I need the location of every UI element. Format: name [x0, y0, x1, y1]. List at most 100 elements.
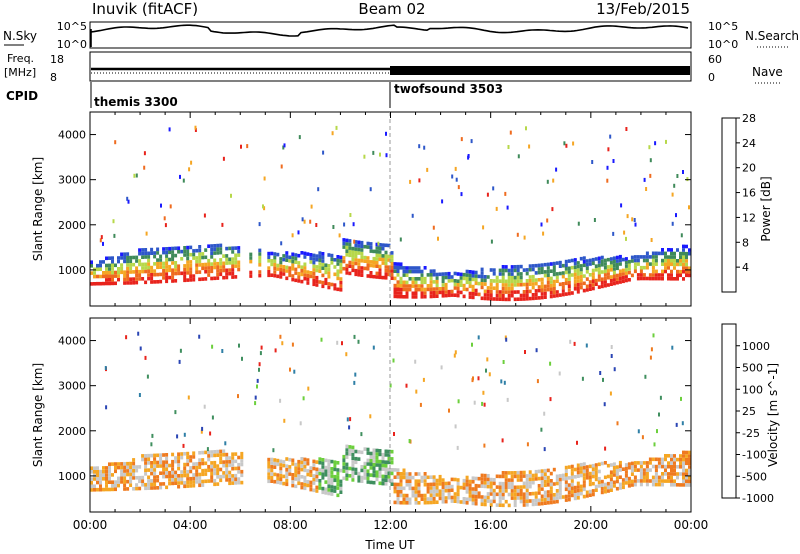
echo-cell [375, 459, 379, 464]
echo-cell [501, 485, 505, 490]
echo-cell [93, 466, 96, 470]
echo-cell [546, 179, 549, 184]
x-tick-label: 00:00 [73, 518, 108, 532]
echo-cell [402, 497, 406, 501]
echo-cell [117, 270, 120, 275]
echo-cell [162, 467, 166, 472]
echo-cell [339, 270, 343, 274]
echo-cell [502, 360, 505, 364]
echo-cell [642, 258, 646, 263]
echo-cell [192, 256, 196, 260]
echo-cell [363, 447, 367, 451]
echo-cell [642, 479, 646, 483]
echo-cell [120, 476, 124, 481]
echo-cell [393, 291, 397, 295]
echo-cell [483, 296, 487, 301]
echo-cell [682, 454, 685, 458]
echo-cell [654, 472, 658, 476]
echo-cell [114, 462, 117, 466]
echo-cell [525, 126, 527, 131]
echo-cell [558, 293, 562, 297]
echo-cell [654, 276, 658, 281]
echo-cell [552, 178, 555, 183]
echo-cell [357, 262, 361, 266]
echo-cell [231, 463, 235, 467]
echo-cell [339, 468, 343, 473]
echo-cell [399, 287, 403, 292]
echo-cell [480, 498, 484, 503]
cpid-mode-2: twofsound 3503 [394, 82, 503, 96]
echo-cell [459, 290, 463, 295]
echo-cell [606, 275, 610, 280]
echo-cell [174, 456, 178, 460]
echo-cell [102, 466, 105, 470]
echo-cell [216, 243, 220, 248]
echo-cell [633, 464, 637, 469]
echo-cell [201, 262, 205, 267]
echo-cell [153, 468, 157, 472]
echo-cell [549, 479, 553, 483]
echo-cell [228, 470, 232, 475]
echo-cell [213, 265, 217, 270]
echo-cell [604, 446, 607, 451]
echo-cell [507, 268, 511, 273]
echo-cell [606, 485, 610, 490]
echo-cell [432, 475, 436, 479]
echo-cell [285, 258, 289, 262]
echo-cell [363, 476, 367, 480]
echo-cell [585, 343, 588, 348]
echo-cell [249, 256, 253, 260]
echo-cell [213, 258, 217, 263]
echo-cell [543, 262, 547, 267]
echo-cell [303, 457, 307, 462]
echo-cell [630, 461, 634, 466]
echo-cell [414, 497, 418, 502]
echo-cell [564, 473, 568, 477]
echo-cell [330, 477, 334, 482]
echo-cell [177, 484, 181, 489]
echo-cell [432, 272, 436, 277]
echo-cell [396, 489, 400, 494]
echo-cell [537, 502, 541, 506]
echo-cell [567, 280, 571, 285]
echo-cell [165, 257, 169, 262]
echo-cell [585, 262, 589, 267]
echo-cell [318, 482, 322, 487]
echo-cell [561, 274, 565, 279]
echo-cell [393, 294, 397, 299]
echo-cell [405, 383, 408, 388]
echo-cell [294, 473, 298, 478]
echo-cell [543, 273, 547, 278]
echo-cell [294, 256, 298, 261]
echo-cell [582, 469, 586, 474]
echo-cell [201, 472, 205, 477]
echo-cell [204, 479, 208, 484]
echo-cell [528, 296, 532, 301]
echo-cell [306, 480, 310, 484]
echo-cell [162, 453, 166, 457]
echo-cell [249, 252, 253, 257]
echo-cell [228, 261, 232, 265]
echo-cell [483, 477, 487, 481]
echo-cell [453, 353, 456, 358]
echo-cell [204, 255, 208, 260]
echo-cell [657, 251, 661, 256]
echo-cell [685, 259, 688, 263]
echo-cell [489, 286, 493, 290]
echo-cell [540, 498, 544, 502]
echo-cell [456, 489, 460, 493]
echo-cell [609, 260, 613, 265]
echo-cell [279, 466, 283, 471]
echo-cell [90, 466, 93, 470]
echo-cell [327, 462, 331, 467]
echo-cell [144, 482, 148, 487]
echo-cell [600, 487, 604, 491]
echo-cell [393, 489, 397, 494]
echo-cell [444, 275, 448, 280]
echo-cell [624, 470, 628, 474]
echo-cell [615, 266, 619, 271]
echo-cell [594, 477, 598, 482]
echo-cell [306, 458, 310, 462]
velocity-heatmap-cells [90, 331, 691, 508]
echo-cell [381, 460, 385, 464]
